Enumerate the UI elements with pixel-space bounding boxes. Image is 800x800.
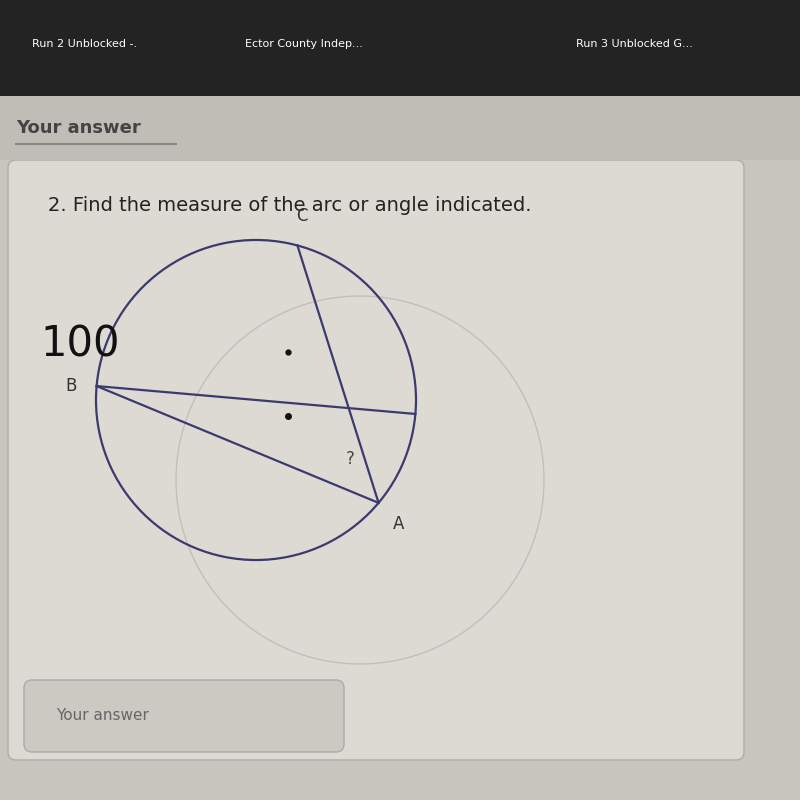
Text: C: C (296, 207, 307, 226)
FancyBboxPatch shape (24, 680, 344, 752)
Text: Ector County Indep...: Ector County Indep... (245, 39, 363, 49)
Text: Run 3 Unblocked G...: Run 3 Unblocked G... (576, 39, 693, 49)
Text: Your answer: Your answer (16, 119, 141, 137)
Text: 100: 100 (40, 323, 119, 365)
FancyBboxPatch shape (8, 160, 744, 760)
Bar (0, 96, 800, 160)
Text: Run 2 Unblocked -.: Run 2 Unblocked -. (32, 39, 137, 49)
Text: Your answer: Your answer (56, 709, 149, 723)
Text: ?: ? (346, 450, 355, 468)
Text: A: A (393, 515, 404, 533)
Text: B: B (66, 377, 77, 395)
Text: 2. Find the measure of the arc or angle indicated.: 2. Find the measure of the arc or angle … (48, 196, 531, 215)
Bar (0, 0, 800, 96)
